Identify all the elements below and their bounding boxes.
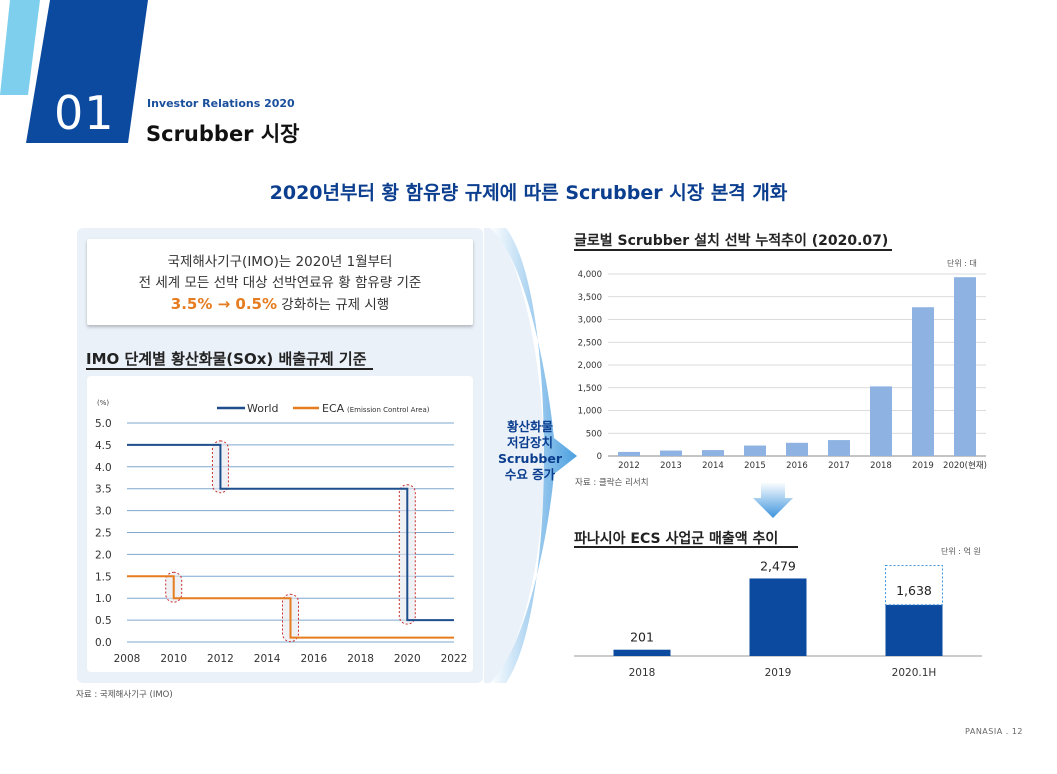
page-footer: PANASIA . 12 bbox=[965, 727, 1023, 736]
imo-chart-title: IMO 단계별 황산화물(SOx) 배출규제 기준 bbox=[86, 350, 367, 368]
global-x-tick: 2019 bbox=[912, 461, 934, 471]
global-bar bbox=[702, 450, 724, 456]
ecs-revenue-chart: 201 2018 2,479 2019 1,638 2020.1H bbox=[574, 560, 982, 679]
imo-y-tick: 4.5 bbox=[95, 440, 112, 452]
global-y-tick: 1,000 bbox=[578, 407, 602, 417]
arrow-line-1: 황산화물 bbox=[506, 419, 553, 434]
imo-x-tick: 2008 bbox=[114, 653, 141, 665]
global-source: 자료 : 클락슨 리서치 bbox=[575, 478, 649, 488]
global-bar bbox=[912, 307, 934, 456]
global-x-tick: 2014 bbox=[702, 461, 724, 471]
global-x-tick: 2016 bbox=[786, 461, 808, 471]
imo-unit-label: (%) bbox=[97, 399, 109, 407]
imo-sox-chart: 0.0 0.5 1.0 1.5 2.0 2.5 3.0 3.5 4.0 4.5 5.0 2008 201… bbox=[95, 399, 468, 665]
global-y-tick: 4,000 bbox=[578, 270, 602, 280]
legend-eca-note: (Emission Control Area) bbox=[347, 406, 430, 414]
down-arrow-icon bbox=[753, 482, 793, 518]
imo-y-tick: 5.0 bbox=[95, 418, 112, 430]
global-x-tick: 2018 bbox=[870, 461, 892, 471]
imo-x-tick: 2014 bbox=[254, 653, 281, 665]
global-bar bbox=[828, 440, 850, 456]
global-scrubber-chart: 0 500 1,000 1,500 2,000 2,500 3,000 3,500 4,000 2… bbox=[578, 270, 987, 471]
cyan-stripe bbox=[0, 0, 40, 95]
arrow-line-4: 수요 증가 bbox=[504, 467, 556, 482]
imo-y-tick: 0.0 bbox=[95, 637, 112, 649]
imo-title-underline bbox=[86, 368, 373, 370]
callout-line-1: 국제해사기구(IMO)는 2020년 1월부터 bbox=[167, 254, 393, 270]
imo-x-tick: 2022 bbox=[441, 653, 468, 665]
global-y-tick: 500 bbox=[586, 429, 602, 439]
callout-highlight: 3.5% → 0.5% bbox=[170, 295, 277, 313]
page-headline: 2020년부터 황 함유량 규제에 따른 Scrubber 시장 본격 개화 bbox=[269, 182, 788, 204]
ecs-unit-label: 단위 : 억 원 bbox=[941, 547, 981, 556]
global-x-tick: 2015 bbox=[744, 461, 766, 471]
global-bar bbox=[870, 386, 892, 456]
ecs-title-underline bbox=[574, 546, 798, 548]
global-bar bbox=[660, 450, 682, 456]
imo-x-tick: 2018 bbox=[347, 653, 374, 665]
global-unit-label: 단위 : 대 bbox=[947, 259, 977, 268]
global-y-tick: 0 bbox=[597, 452, 602, 462]
ecs-value-label: 1,638 bbox=[896, 583, 932, 598]
ecs-bar bbox=[885, 604, 943, 656]
imo-x-tick: 2012 bbox=[207, 653, 234, 665]
section-title: Scrubber 시장 bbox=[146, 122, 300, 146]
global-y-tick: 2,000 bbox=[578, 361, 602, 371]
global-bar bbox=[744, 445, 766, 456]
ecs-forecast-box bbox=[885, 564, 943, 606]
global-y-tick: 3,500 bbox=[578, 293, 602, 303]
global-bar bbox=[954, 277, 976, 456]
ecs-value-label: 201 bbox=[630, 630, 654, 645]
header-decoration bbox=[0, 0, 148, 143]
global-y-tick: 1,500 bbox=[578, 384, 602, 394]
global-y-tick: 2,500 bbox=[578, 338, 602, 348]
imo-x-tick: 2016 bbox=[300, 653, 327, 665]
ecs-bar bbox=[749, 578, 807, 656]
global-bar bbox=[618, 451, 640, 456]
imo-y-tick: 3.5 bbox=[95, 484, 112, 496]
arrow-line-2: 저감장치 bbox=[506, 435, 553, 450]
global-bar bbox=[786, 442, 808, 456]
section-number: 01 bbox=[54, 86, 115, 140]
imo-y-tick: 3.0 bbox=[95, 506, 112, 518]
imo-y-tick: 1.5 bbox=[95, 571, 112, 583]
global-x-tick: 2020(현재) bbox=[943, 461, 987, 471]
global-x-tick: 2017 bbox=[828, 461, 850, 471]
imo-y-tick: 2.5 bbox=[95, 528, 112, 540]
global-y-tick: 3,000 bbox=[578, 316, 602, 326]
callout-line-3: 강화하는 규제 시행 bbox=[281, 297, 390, 313]
imo-y-tick: 2.0 bbox=[95, 549, 112, 561]
imo-x-tick: 2010 bbox=[160, 653, 187, 665]
regulation-callout: 국제해사기구(IMO)는 2020년 1월부터 전 세계 모든 선박 대상 선박… bbox=[87, 239, 473, 325]
legend-world-label: World bbox=[247, 402, 279, 415]
ecs-x-tick: 2019 bbox=[765, 667, 792, 679]
imo-y-tick: 1.0 bbox=[95, 593, 112, 605]
global-title-underline bbox=[574, 249, 892, 251]
chevron-arrow bbox=[484, 228, 577, 683]
global-x-tick: 2013 bbox=[660, 461, 682, 471]
imo-x-tick: 2020 bbox=[394, 653, 421, 665]
arrow-caption: 황산화물 저감장치 Scrubber 수요 증가 bbox=[497, 419, 563, 483]
ecs-x-tick: 2020.1H bbox=[892, 667, 937, 679]
imo-eca-line bbox=[127, 575, 454, 639]
ecs-x-tick: 2018 bbox=[629, 667, 656, 679]
global-x-tick: 2012 bbox=[618, 461, 640, 471]
imo-y-tick: 4.0 bbox=[95, 462, 112, 474]
imo-source: 자료 : 국제해사기구 (IMO) bbox=[76, 690, 173, 700]
callout-line-2: 전 세계 모든 선박 대상 선박연료유 황 함유량 기준 bbox=[138, 275, 422, 291]
ecs-chart-title: 파나시아 ECS 사업군 매출액 추이 bbox=[574, 531, 779, 547]
imo-world-line bbox=[127, 443, 454, 622]
ecs-bar bbox=[613, 649, 671, 656]
legend-eca-label: ECA bbox=[322, 402, 345, 415]
navy-block bbox=[26, 0, 148, 143]
imo-y-tick: 0.5 bbox=[95, 615, 112, 627]
ecs-value-label: 2,479 bbox=[760, 560, 796, 573]
ir-label: Investor Relations 2020 bbox=[147, 97, 295, 110]
global-chart-title: 글로벌 Scrubber 설치 선박 누적추이 (2020.07) bbox=[574, 233, 889, 249]
arrow-line-3: Scrubber bbox=[497, 451, 562, 466]
